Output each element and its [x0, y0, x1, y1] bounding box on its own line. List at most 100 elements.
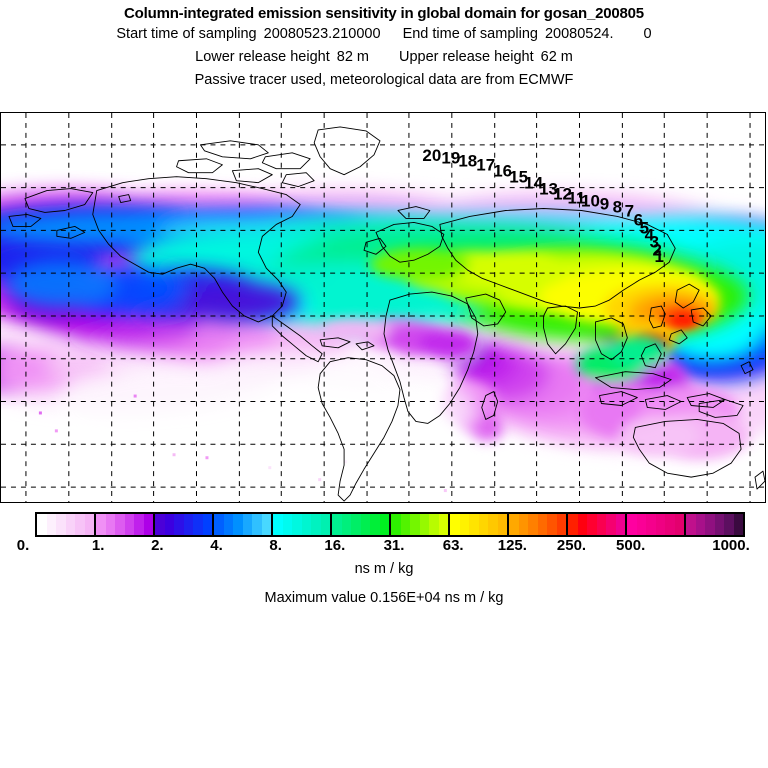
colorbar-step — [419, 514, 429, 535]
colorbar-step — [233, 514, 243, 535]
colorbar-band-11 — [686, 514, 743, 535]
colorbar-step — [155, 514, 165, 535]
colorbar-step — [320, 514, 330, 535]
colorbar-unit-label: ns m / kg — [354, 561, 414, 577]
colorbar-band-6 — [391, 514, 450, 535]
colorbar-band-2 — [155, 514, 214, 535]
trajectory-label-14: 14 — [524, 174, 543, 193]
colorbar-step — [627, 514, 637, 535]
trajectory-label-19: 19 — [441, 149, 460, 168]
colorbar-band-4 — [273, 514, 332, 535]
colorbar-step — [528, 514, 538, 535]
colorbar-step — [65, 514, 75, 535]
scattered-cells — [38, 394, 709, 493]
trajectory-label-11: 11 — [568, 189, 586, 208]
colorbar-step — [134, 514, 144, 535]
colorbar-step — [429, 514, 439, 535]
colorbar-step — [410, 514, 420, 535]
colorbar-step — [636, 514, 646, 535]
colorbar — [35, 512, 745, 537]
trajectory-label-3: 3 — [650, 232, 659, 251]
colorbar-step — [301, 514, 311, 535]
colorbar-tick-10: 500. — [616, 537, 646, 554]
lower-release-value: 82 m — [336, 49, 369, 65]
coastline-layer — [8, 126, 765, 502]
end-time-value-secondary: 0 — [643, 26, 652, 42]
colorbar-step — [615, 514, 625, 535]
colorbar-step — [261, 514, 271, 535]
trajectory-label-15: 15 — [509, 168, 528, 187]
lower-release-label: Lower release height — [195, 49, 330, 65]
start-time-value: 20080523.210000 — [263, 26, 381, 42]
trajectory-label-13: 13 — [539, 180, 558, 199]
colorbar-step — [714, 514, 724, 535]
colorbar-step — [459, 514, 469, 535]
colorbar-band-5 — [332, 514, 391, 535]
colorbar-step — [242, 514, 252, 535]
colorbar-band-0 — [37, 514, 96, 535]
trajectory-label-8: 8 — [613, 198, 622, 217]
start-time-label: Start time of sampling — [116, 26, 257, 42]
colorbar-band-9 — [568, 514, 627, 535]
trajectory-label-20: 20 — [422, 146, 441, 165]
sampling-time-line: Start time of sampling 20080523.210000 End… — [0, 23, 768, 46]
colorbar-step — [705, 514, 715, 535]
colorbar-step — [252, 514, 262, 535]
colorbar-step — [655, 514, 665, 535]
colorbar-band-3 — [214, 514, 273, 535]
trajectory-label-9: 9 — [600, 195, 609, 214]
colorbar-step — [96, 514, 106, 535]
trajectory-label-17: 17 — [476, 156, 495, 175]
colorbar-band-7 — [450, 514, 509, 535]
colorbar-tick-2: 2. — [151, 537, 164, 554]
colorbar-step — [273, 514, 283, 535]
colorbar-step — [164, 514, 174, 535]
colorbar-step — [438, 514, 448, 535]
map-plot-panel: 20 19 18 17 16 15 14 13 12 11 10 9 8 7 6 5 4 3 2 1 — [0, 112, 766, 503]
colorbar-tick-7: 63. — [442, 537, 464, 554]
colorbar-step — [214, 514, 224, 535]
colorbar-step — [37, 514, 47, 535]
trajectory-label-10: 10 — [581, 192, 600, 211]
colorbar-step — [537, 514, 547, 535]
colorbar-tick-11: 1000. — [712, 537, 750, 554]
colorbar-step — [75, 514, 85, 535]
colorbar-step — [292, 514, 302, 535]
trajectory-label-6: 6 — [634, 210, 643, 229]
colorbar-step — [686, 514, 696, 535]
page-title: Column-integrated emission sensitivity i… — [124, 5, 644, 22]
release-height-line: Lower release height 82 m Upper release he… — [0, 46, 768, 69]
colorbar-step — [547, 514, 557, 535]
colorbar-step — [646, 514, 656, 535]
trajectory-label-5: 5 — [640, 218, 649, 237]
upper-release-label: Upper release height — [399, 49, 534, 65]
colorbar-step — [341, 514, 351, 535]
colorbar-step — [379, 514, 389, 535]
colorbar-tick-6: 31. — [383, 537, 405, 554]
colorbar-tick-8: 125. — [497, 537, 527, 554]
colorbar-step — [665, 514, 675, 535]
colorbar-band-10 — [627, 514, 686, 535]
colorbar-step — [332, 514, 342, 535]
colorbar-step — [311, 514, 321, 535]
colorbar-step — [556, 514, 566, 535]
colorbar-step — [509, 514, 519, 535]
colorbar-step — [46, 514, 56, 535]
colorbar-step — [400, 514, 410, 535]
colorbar-step — [596, 514, 606, 535]
colorbar-tick-4: 8. — [269, 537, 282, 554]
colorbar-step — [115, 514, 125, 535]
colorbar-step — [450, 514, 460, 535]
colorbar-tick-3: 4. — [210, 537, 223, 554]
colorbar-step — [577, 514, 587, 535]
colorbar-step — [183, 514, 193, 535]
colorbar-tick-1: 1. — [91, 537, 105, 554]
colorbar-step — [174, 514, 184, 535]
colorbar-step — [587, 514, 597, 535]
colorbar-step — [391, 514, 401, 535]
header-text-block: Column-integrated emission sensitivity i… — [0, 0, 768, 92]
trajectory-label-1: 1 — [655, 247, 664, 266]
colorbar-band-8 — [509, 514, 568, 535]
